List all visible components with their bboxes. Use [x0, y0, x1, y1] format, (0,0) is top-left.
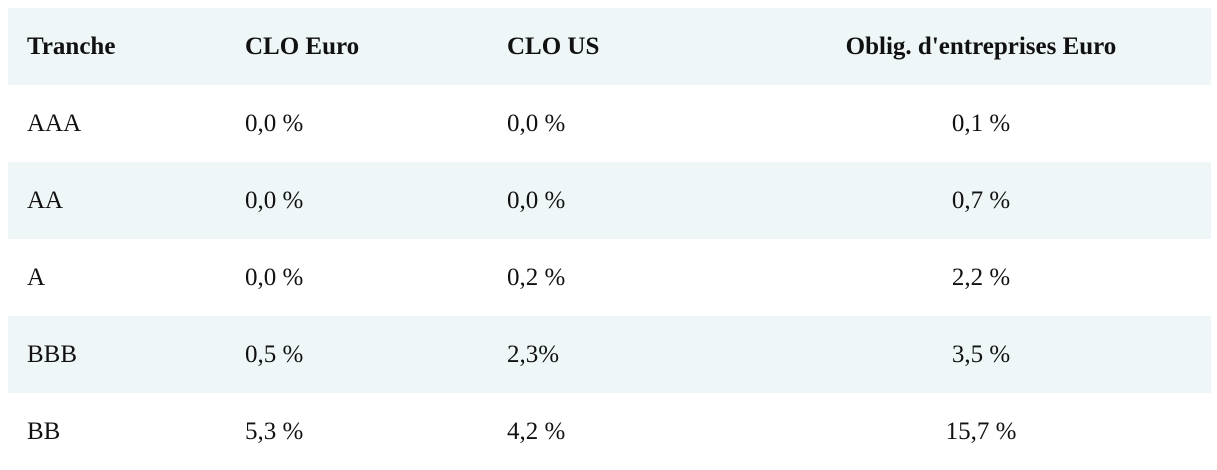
table-row: AAA 0,0 % 0,0 % 0,1 %: [8, 85, 1211, 162]
table-cell: 0,0 %: [245, 186, 304, 214]
table-row: AA 0,0 % 0,0 % 0,7 %: [8, 162, 1211, 239]
table-cell: 0,7 %: [951, 186, 1011, 214]
table-cell: A: [27, 263, 46, 291]
table-cell: BBB: [27, 340, 78, 368]
table-cell: 0,2 %: [507, 263, 566, 291]
table-cell: 0,0 %: [507, 109, 566, 137]
header-cell: Tranche: [27, 32, 116, 60]
header-cell: CLO US: [507, 32, 600, 60]
table-body: AAA 0,0 % 0,0 % 0,1 % AA 0,0 % 0,0 % 0,7 % A 0,0 …: [8, 85, 1211, 470]
table-cell: 2,2 %: [951, 263, 1011, 291]
table-cell: AAA: [27, 109, 82, 137]
table-row: A 0,0 % 0,2 % 2,2 %: [8, 239, 1211, 316]
header-row: Tranche CLO Euro CLO US Oblig. d'entreprise…: [8, 8, 1211, 85]
table-cell: 5,3 %: [245, 417, 304, 445]
table-cell: 0,5 %: [245, 340, 304, 368]
table-cell: 0,0 %: [245, 263, 304, 291]
data-table: Tranche CLO Euro CLO US Oblig. d'entreprise…: [8, 8, 1211, 470]
table-cell: 0,1 %: [951, 109, 1011, 137]
table-cell: 3,5 %: [951, 340, 1011, 368]
table-cell: 2,3%: [507, 340, 560, 368]
header-cell: Oblig. d'entreprises Euro: [845, 32, 1117, 60]
table-header: Tranche CLO Euro CLO US Oblig. d'entreprise…: [8, 8, 1211, 85]
table-cell: 0,0 %: [507, 186, 566, 214]
table-row: BBB 0,5 % 2,3% 3,5 %: [8, 316, 1211, 393]
header-cell: CLO Euro: [245, 32, 360, 60]
table-cell: 0,0 %: [245, 109, 304, 137]
table-row: BB 5,3 % 4,2 % 15,7 %: [8, 393, 1211, 470]
table-cell: 15,7 %: [945, 417, 1017, 445]
table-cell: AA: [27, 186, 64, 214]
table-cell: BB: [27, 417, 61, 445]
table-cell: 4,2 %: [507, 417, 566, 445]
